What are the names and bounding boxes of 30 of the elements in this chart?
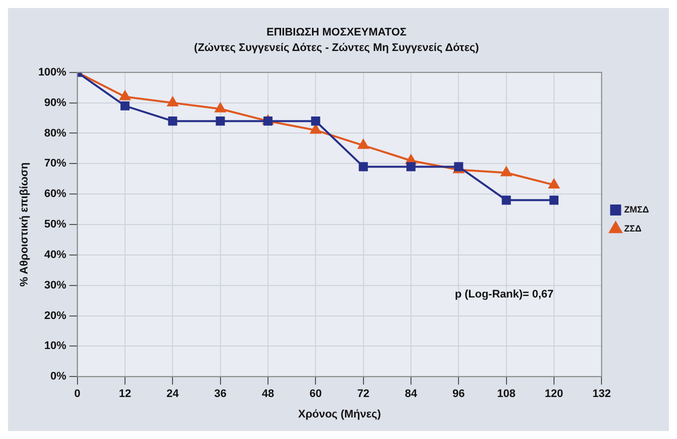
y-tick-label: 80% — [44, 127, 67, 140]
x-tick-label: 96 — [452, 388, 465, 400]
y-tick-label: 40% — [44, 248, 67, 261]
chart-subtitle: (Ζώντες Συγγενείς Δότες - Ζώντες Μη Συγγενείς Δότες) — [194, 42, 480, 54]
legend-label: ΖΜΣΔ — [624, 204, 650, 214]
y-tick-label: 10% — [44, 340, 67, 352]
chart-title: ΕΠΙΒΙΩΣΗ ΜΟΣΧΕΥΜΑΤΟΣ — [266, 26, 407, 39]
y-tick-label: 30% — [44, 279, 67, 292]
x-tick-label: 84 — [404, 388, 418, 400]
x-tick-label: 0 — [74, 388, 80, 400]
y-tick-label: 70% — [44, 158, 67, 170]
y-tick-label: 90% — [44, 96, 67, 109]
x-tick-label: 120 — [544, 388, 564, 400]
x-axis-title: Χρόνος (Μήνες) — [298, 408, 382, 420]
annotation: p (Log-Rank)= 0,67 — [454, 288, 554, 300]
y-axis-title: % Αθροιστική επιβίωση — [18, 162, 31, 287]
y-tick-label: 100% — [38, 66, 67, 78]
y-tick-label: 20% — [44, 310, 67, 322]
x-tick-label: 24 — [166, 388, 180, 400]
y-tick-label: 50% — [44, 218, 67, 231]
x-tick-label: 60 — [310, 388, 322, 400]
y-tick-label: 0% — [50, 370, 67, 383]
x-tick-label: 108 — [497, 388, 516, 400]
x-tick-label: 132 — [592, 388, 611, 400]
x-tick-label: 36 — [214, 388, 226, 400]
x-tick-label: 72 — [357, 388, 370, 400]
legend-label: ΖΣΔ — [624, 223, 642, 234]
x-tick-label: 12 — [118, 388, 132, 400]
y-tick-label: 60% — [44, 188, 67, 200]
x-tick-label: 48 — [262, 388, 274, 400]
